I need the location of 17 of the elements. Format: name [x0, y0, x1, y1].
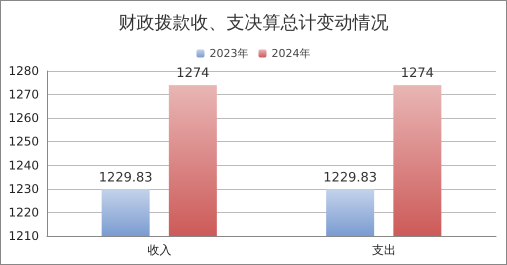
y-tick-label: 1280	[8, 64, 39, 78]
x-tick-label: 收入	[147, 243, 172, 257]
y-tick-label: 1270	[8, 88, 39, 102]
y-tick-label: 1230	[8, 182, 39, 196]
data-label: 1229.83	[323, 170, 378, 186]
y-tick-label: 1210	[8, 229, 39, 243]
y-tick-label: 1260	[8, 111, 39, 126]
data-label: 1274	[176, 66, 210, 82]
chart-title: 财政拨款收、支决算总计变动情况	[118, 12, 388, 34]
x-tick-label: 支出	[372, 243, 396, 257]
data-label: 1274	[400, 66, 434, 82]
y-tick-label: 1220	[8, 205, 39, 220]
legend-label: 2023年	[210, 47, 249, 60]
data-label: 1229.83	[98, 170, 153, 186]
y-tick-label: 1240	[8, 158, 39, 172]
legend-label: 2024年	[272, 47, 310, 60]
y-tick-label: 1250	[8, 134, 39, 149]
